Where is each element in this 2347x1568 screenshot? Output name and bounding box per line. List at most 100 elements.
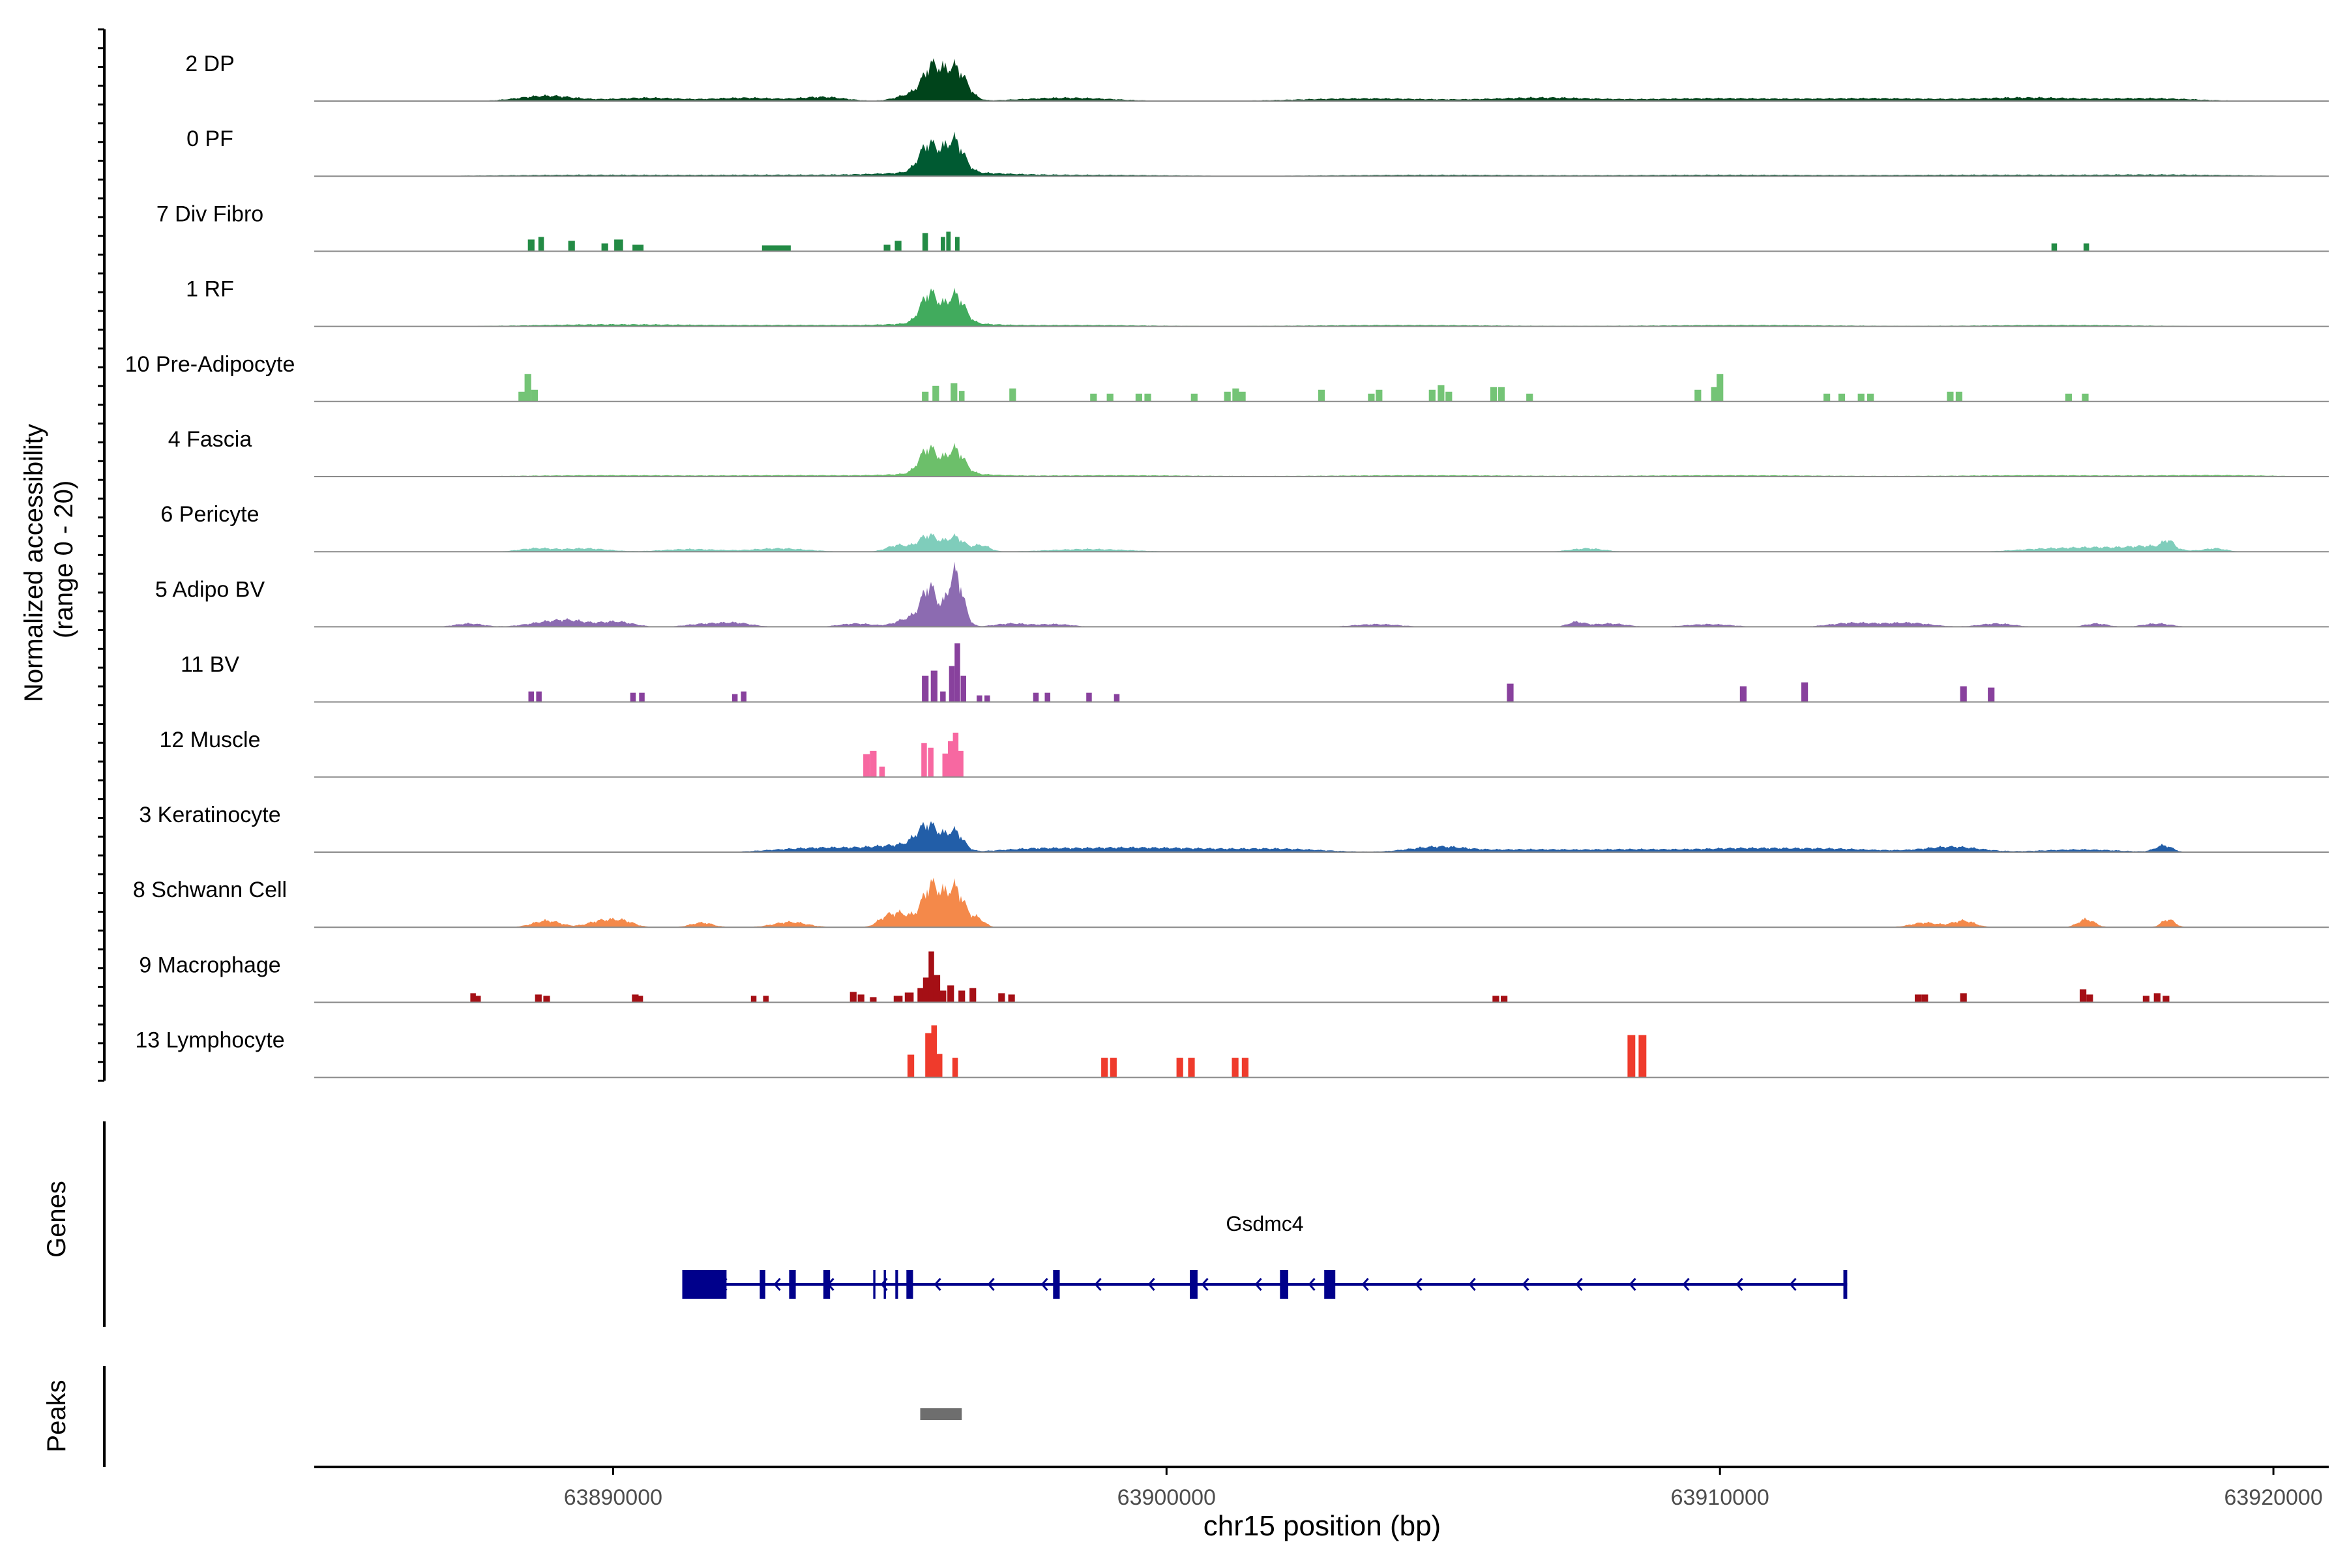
- coverage-bar: [870, 750, 877, 777]
- coverage-bar: [925, 1033, 932, 1078]
- coverage-bar: [518, 391, 525, 402]
- coverage-bar: [1960, 686, 1967, 702]
- coverage-bar: [1318, 389, 1325, 402]
- coverage-bar: [952, 1058, 958, 1078]
- coverage-bar: [2051, 243, 2058, 252]
- strand-arrow: [1522, 1278, 1529, 1291]
- gene-exon: [760, 1270, 765, 1299]
- strand-arrow: [934, 1278, 941, 1291]
- coverage-bar: [1711, 387, 1718, 402]
- coverage-bar: [1638, 1035, 1647, 1078]
- track-10-pre-adipocyte: 10 Pre-Adipocyte: [125, 352, 2329, 402]
- coverage-bar: [984, 695, 990, 702]
- coverage-bar: [1988, 687, 1995, 702]
- coverage-bar: [922, 675, 929, 702]
- strand-arrow: [1735, 1278, 1743, 1291]
- track-3-keratinocyte: 3 Keratinocyte: [139, 803, 2329, 853]
- track-label: 9 Macrophage: [139, 953, 280, 977]
- strand-arrow: [987, 1278, 995, 1291]
- y-axis-title-line2: (range 0 - 20): [50, 481, 78, 638]
- coverage-tracks: 2 DP 0 PF 7 Div Fibro 1 RF 10 Pre-Adipocyte 4…: [98, 28, 2329, 1082]
- coverage-bar: [893, 996, 903, 1003]
- coverage-bar: [849, 992, 857, 1003]
- gene-exon: [1324, 1270, 1336, 1299]
- track-1-rf: 1 RF: [186, 277, 2329, 327]
- coverage-bar: [922, 391, 929, 402]
- strand-arrow: [1575, 1278, 1583, 1291]
- gene-exon: [823, 1270, 831, 1299]
- x-axis-title: chr15 position (bp): [1203, 1510, 1441, 1542]
- coverage-bar: [1232, 388, 1239, 402]
- coverage-bar: [998, 993, 1005, 1003]
- coverage-bar: [531, 389, 538, 402]
- coverage-bar: [940, 691, 946, 702]
- x-tick-label: 63920000: [2224, 1485, 2322, 1510]
- track-12-muscle: 12 Muscle: [160, 728, 2329, 778]
- track-label: 5 Adipo BV: [155, 577, 265, 602]
- coverage-bar: [632, 994, 639, 1003]
- coverage-bar: [946, 231, 951, 252]
- track-5-adipo-bv: 5 Adipo BV: [155, 561, 2329, 628]
- strand-arrow: [1682, 1278, 1690, 1291]
- track-6-pericyte: 6 Pericyte: [160, 502, 2329, 553]
- x-tick-label: 63900000: [1117, 1485, 1216, 1510]
- coverage-bar: [2065, 393, 2073, 402]
- coverage-bar: [1921, 994, 1928, 1003]
- coverage-bar: [1135, 393, 1142, 402]
- coverage-bar: [1501, 996, 1508, 1003]
- track-label: 10 Pre-Adipocyte: [125, 352, 295, 377]
- coverage-bar: [923, 977, 930, 1003]
- strand-arrow: [1629, 1278, 1636, 1291]
- coverage-bar: [951, 383, 958, 402]
- coverage-bar: [568, 241, 575, 252]
- coverage-bar: [1823, 393, 1831, 402]
- coverage-bar: [527, 239, 535, 252]
- coverage-bar: [636, 996, 643, 1003]
- coverage-bar: [954, 643, 960, 702]
- coverage-bar: [879, 766, 885, 777]
- coverage-bar: [1507, 683, 1514, 702]
- strand-arrow: [1308, 1278, 1316, 1291]
- coverage-bar: [1492, 996, 1499, 1003]
- coverage-bar: [969, 988, 977, 1003]
- strand-arrow: [1201, 1278, 1209, 1291]
- track-7-div-fibro: 7 Div Fibro: [156, 201, 2329, 252]
- track-label: 8 Schwann Cell: [133, 878, 287, 902]
- coverage-bar: [614, 239, 623, 252]
- coverage-bar: [630, 692, 636, 702]
- coverage-bar: [863, 754, 870, 777]
- coverage-area: [314, 131, 2329, 177]
- gene-annotation-panel: Gsdmc4: [103, 1121, 1848, 1327]
- coverage-bar: [1008, 994, 1015, 1003]
- coverage-bar: [2082, 393, 2089, 402]
- gene-exon: [895, 1270, 898, 1299]
- coverage-bar: [632, 244, 644, 252]
- track-label: 13 Lymphocyte: [135, 1028, 284, 1053]
- coverage-bar: [1947, 391, 1954, 402]
- coverage-bar: [535, 994, 542, 1003]
- coverage-bar: [917, 988, 924, 1003]
- coverage-bar: [2142, 996, 2149, 1003]
- strand-arrow: [1147, 1278, 1155, 1291]
- coverage-bar: [937, 1054, 943, 1078]
- gene-exon: [906, 1270, 913, 1299]
- strand-arrow: [1468, 1278, 1476, 1291]
- x-tick-label: 63910000: [1671, 1485, 1769, 1510]
- coverage-bar: [857, 994, 864, 1003]
- coverage-bar: [894, 241, 902, 252]
- coverage-bar: [870, 997, 877, 1003]
- track-13-lymphocyte: 13 Lymphocyte: [135, 1025, 2329, 1078]
- gene-exon: [883, 1270, 886, 1299]
- coverage-bar: [1188, 1058, 1195, 1078]
- coverage-bar: [1915, 994, 1922, 1003]
- coverage-bar: [1838, 393, 1846, 402]
- coverage-bar: [1694, 389, 1702, 402]
- coverage-bar: [1445, 391, 1453, 402]
- gene-exon: [1280, 1270, 1288, 1299]
- coverage-bar: [2083, 243, 2089, 252]
- coverage-bar: [930, 670, 937, 702]
- coverage-bar: [947, 985, 954, 1003]
- coverage-bar: [1490, 387, 1498, 402]
